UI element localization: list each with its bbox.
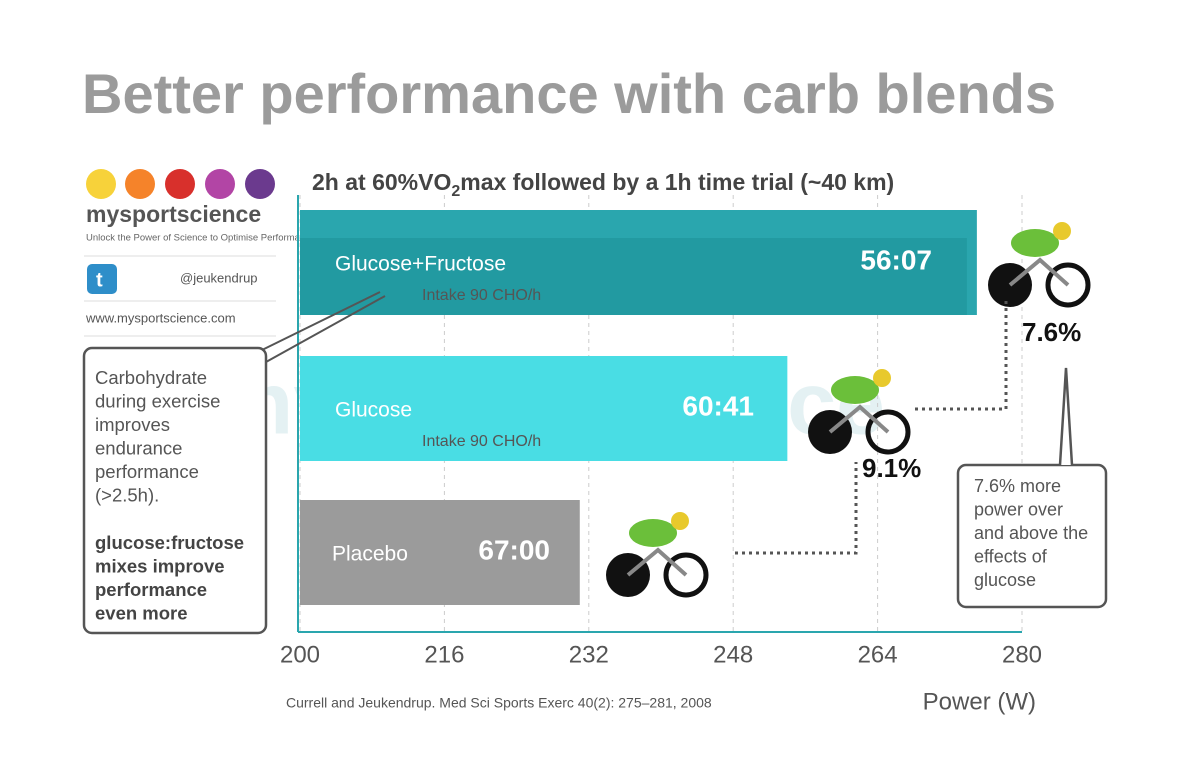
subtitle: 2h at 60%VO2max followed by a 1h time tr…	[312, 169, 894, 200]
x-tick-label: 264	[858, 641, 898, 668]
cyclist-icon	[606, 512, 709, 598]
twitter-t: t	[96, 269, 103, 291]
wheel	[865, 409, 911, 455]
note-bold-line: even more	[95, 602, 188, 623]
frame	[1008, 257, 1070, 287]
category-label: Glucose	[335, 399, 412, 422]
note-pointer	[261, 291, 386, 363]
time-label: 67:00	[478, 534, 550, 565]
improvement-label: 9.1%	[862, 453, 921, 483]
logo-tagline: Unlock the Power of Science to Optimise …	[86, 233, 315, 244]
helmet	[671, 512, 689, 530]
cyclist-icon	[988, 222, 1091, 308]
note-line: 7.6% more	[974, 476, 1061, 496]
x-tick-label: 216	[424, 641, 464, 668]
note-line: and above the	[974, 523, 1088, 543]
note-line: during exercise	[95, 390, 220, 411]
website: www.mysportscience.com	[85, 310, 236, 325]
note-bold-line: glucose:fructose	[95, 532, 244, 553]
rider-body	[1011, 229, 1059, 257]
citation: Currell and Jeukendrup. Med Sci Sports E…	[286, 695, 712, 711]
time-label: 56:07	[860, 244, 932, 275]
note-line: improves	[95, 414, 170, 435]
note-bold-line: performance	[95, 579, 207, 600]
right-note: 7.6% more power over and above the effects …	[974, 476, 1088, 590]
note-line: endurance	[95, 437, 182, 458]
bar	[300, 500, 580, 605]
note-pointer	[1058, 367, 1074, 466]
chart: mysportscience200216232248264280Power (W…	[215, 195, 1091, 715]
handle: @jeukendrup	[180, 270, 258, 285]
note-line: performance	[95, 461, 199, 482]
bar	[300, 356, 788, 461]
x-tick-label: 232	[569, 641, 609, 668]
logo-name: mysportscience	[86, 201, 261, 227]
intake-label: Intake 90 CHO/h	[422, 433, 541, 450]
rider-body	[831, 376, 879, 404]
category-label: Glucose+Fructose	[335, 253, 506, 276]
connector	[735, 462, 858, 555]
rider-body	[629, 519, 677, 547]
x-axis-label: Power (W)	[923, 688, 1036, 715]
helmet	[873, 369, 891, 387]
connector	[915, 300, 1008, 411]
frame	[626, 547, 688, 577]
frame	[828, 404, 890, 434]
wheel	[1045, 262, 1091, 308]
note-line: Carbohydrate	[95, 367, 207, 388]
x-tick-label: 248	[713, 641, 753, 668]
note-line: effects of	[974, 546, 1048, 566]
category-label: Placebo	[332, 543, 408, 566]
right-note-box	[956, 463, 1108, 609]
note-line: glucose	[974, 570, 1036, 590]
x-tick-label: 200	[280, 641, 320, 668]
x-tick-label: 280	[1002, 641, 1042, 668]
time-label: 60:41	[682, 390, 754, 421]
note-line: power over	[974, 499, 1063, 519]
intake-label: Intake 90 CHO/h	[422, 287, 541, 304]
improvement-label: 7.6%	[1022, 317, 1081, 347]
bar-shade	[300, 238, 967, 315]
note-bold-line: mixes improve	[95, 555, 225, 576]
left-note-box	[82, 346, 268, 635]
title: Better performance with carb blends	[82, 62, 1056, 125]
note-line: (>2.5h).	[95, 484, 159, 505]
logo-drops	[86, 169, 275, 199]
cyclist-icon	[808, 369, 911, 455]
wheel	[663, 552, 709, 598]
helmet	[1053, 222, 1071, 240]
twitter-icon	[87, 264, 117, 294]
